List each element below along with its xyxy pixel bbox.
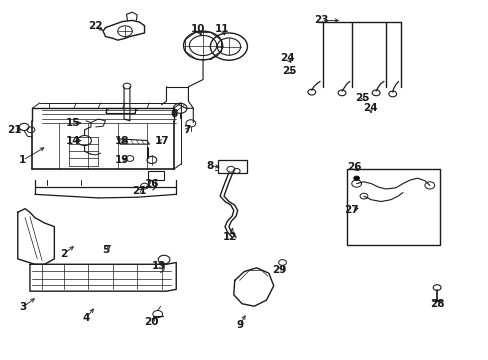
Text: 22: 22 (88, 21, 103, 31)
Bar (105, 108, 135, 113)
Bar (148, 171, 163, 180)
Text: 26: 26 (346, 162, 361, 172)
Text: 2: 2 (61, 248, 67, 258)
Text: 27: 27 (344, 206, 358, 216)
Text: 20: 20 (144, 317, 159, 327)
Text: 12: 12 (222, 232, 237, 242)
Text: 7: 7 (183, 125, 190, 135)
Text: 19: 19 (114, 155, 128, 165)
Text: 24: 24 (362, 103, 377, 113)
Text: 15: 15 (65, 118, 80, 128)
Text: 21: 21 (7, 125, 21, 135)
Text: 21: 21 (132, 186, 146, 196)
Text: 17: 17 (155, 136, 169, 146)
Text: 18: 18 (114, 136, 129, 146)
Bar (346, 169, 439, 244)
Text: 25: 25 (354, 93, 369, 103)
Text: 4: 4 (82, 313, 89, 323)
Text: 16: 16 (144, 179, 159, 189)
Text: 6: 6 (170, 109, 177, 119)
Circle shape (123, 83, 131, 89)
Text: 28: 28 (429, 299, 444, 309)
Text: 13: 13 (152, 261, 166, 271)
Bar (217, 160, 246, 173)
Text: 8: 8 (206, 161, 214, 171)
Text: 29: 29 (272, 265, 286, 275)
Text: 25: 25 (282, 66, 296, 76)
Text: 5: 5 (102, 245, 109, 255)
Text: 24: 24 (280, 53, 294, 63)
Text: 3: 3 (19, 302, 26, 312)
Text: 14: 14 (65, 136, 80, 145)
Text: 11: 11 (215, 24, 229, 35)
Text: 23: 23 (314, 15, 328, 26)
Circle shape (353, 176, 359, 180)
Text: 10: 10 (190, 24, 205, 35)
Text: 9: 9 (236, 320, 243, 330)
Text: 1: 1 (19, 155, 26, 165)
